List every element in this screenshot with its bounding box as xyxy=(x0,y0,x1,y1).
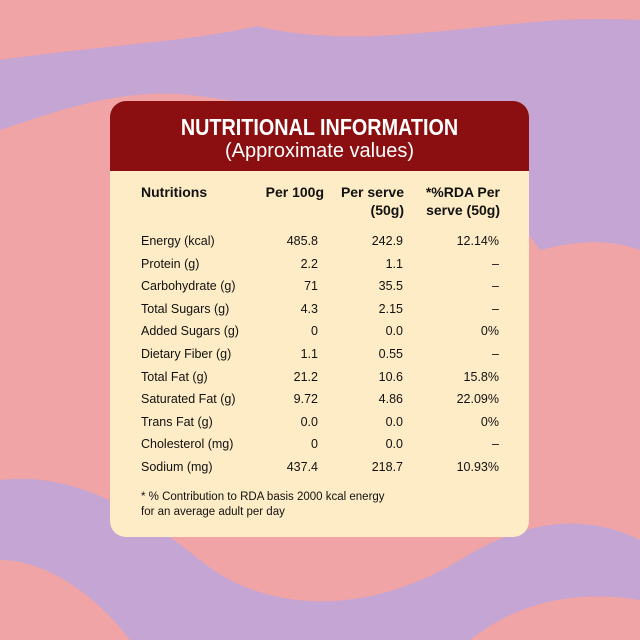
table-row: Saturated Fat (g) 9.72 4.86 22.09% xyxy=(110,390,529,413)
row-rda: – xyxy=(492,279,499,294)
row-per-serve: 0.0 xyxy=(385,324,403,339)
row-per-serve: 0.55 xyxy=(378,346,403,361)
table-row: Trans Fat (g) 0.0 0.0 0% xyxy=(110,413,529,436)
row-rda: – xyxy=(492,256,499,271)
table-row: Total Sugars (g) 4.3 2.15 – xyxy=(110,300,529,323)
row-per-100g: 2.2 xyxy=(300,256,318,271)
row-per-serve: 242.9 xyxy=(371,234,403,248)
row-rda: – xyxy=(492,346,499,361)
card-title: NUTRITIONAL INFORMATION xyxy=(180,114,459,140)
row-per-serve: 218.7 xyxy=(371,459,403,474)
row-rda: 0% xyxy=(480,414,499,429)
background-pink-wave-top xyxy=(0,0,330,60)
nutrition-rows: Energy (kcal) 485.8 242.9 12.14% Protein (g… xyxy=(110,232,529,481)
footnote-line-1: * % Contribution to RDA basis 2000 kcal … xyxy=(141,491,385,503)
row-per-serve: 4.86 xyxy=(378,392,403,407)
nutrition-card: NUTRITIONAL INFORMATION (Approximate val… xyxy=(110,101,529,537)
row-per-100g: 0 xyxy=(311,437,318,452)
background-pink-wave-bottom-right xyxy=(470,596,640,640)
row-rda: 10.93% xyxy=(456,459,499,474)
row-rda: 22.09% xyxy=(456,392,499,407)
row-name: Sodium (mg) xyxy=(141,459,213,474)
rda-footnote: * % Contribution to RDA basis 2000 kcal … xyxy=(141,490,471,520)
table-row: Carbohydrate (g) 71 35.5 – xyxy=(110,277,529,300)
row-name: Saturated Fat (g) xyxy=(141,392,236,407)
card-header: NUTRITIONAL INFORMATION (Approximate val… xyxy=(110,101,529,171)
row-rda: – xyxy=(492,301,499,316)
row-name: Energy (kcal) xyxy=(141,234,215,248)
table-row: Protein (g) 2.2 1.1 – xyxy=(110,255,529,278)
table-row: Energy (kcal) 485.8 242.9 12.14% xyxy=(110,232,529,255)
table-row: Cholesterol (mg) 0 0.0 – xyxy=(110,435,529,458)
row-per-100g: 9.72 xyxy=(293,392,318,407)
card-subtitle: (Approximate values) xyxy=(225,140,414,162)
row-rda: – xyxy=(492,437,499,452)
row-per-100g: 4.3 xyxy=(300,301,318,316)
row-per-serve: 35.5 xyxy=(378,279,403,294)
row-name: Total Fat (g) xyxy=(141,369,208,384)
row-name: Added Sugars (g) xyxy=(141,324,239,339)
row-per-100g: 21.2 xyxy=(293,369,318,384)
row-per-serve: 10.6 xyxy=(378,369,403,384)
row-per-serve: 2.15 xyxy=(378,301,403,316)
table-row: Added Sugars (g) 0 0.0 0% xyxy=(110,322,529,345)
footnote-line-2: for an average adult per day xyxy=(141,506,285,518)
row-per-100g: 485.8 xyxy=(286,234,318,248)
row-per-100g: 71 xyxy=(304,279,318,294)
column-header-rda: *%RDA Per serve (50g) xyxy=(425,184,500,218)
column-header-nutritions: Nutritions xyxy=(141,184,208,200)
row-name: Cholesterol (mg) xyxy=(141,437,234,452)
row-rda: 15.8% xyxy=(463,369,499,384)
row-name: Total Sugars (g) xyxy=(141,301,230,316)
row-name: Carbohydrate (g) xyxy=(141,279,236,294)
column-header-per-serve: Per serve (50g) xyxy=(340,184,404,218)
table-row: Dietary Fiber (g) 1.1 0.55 – xyxy=(110,345,529,368)
background-pink-wave-bottom xyxy=(0,560,130,640)
row-rda: 12.14% xyxy=(456,234,499,248)
row-per-serve: 1.1 xyxy=(385,256,403,271)
row-per-100g: 437.4 xyxy=(286,459,318,474)
row-per-serve: 0.0 xyxy=(385,437,403,452)
row-per-100g: 0 xyxy=(311,324,318,339)
row-per-100g: 0.0 xyxy=(300,414,318,429)
row-name: Protein (g) xyxy=(141,256,200,271)
row-per-serve: 0.0 xyxy=(385,414,403,429)
table-row: Sodium (mg) 437.4 218.7 10.93% xyxy=(110,458,529,481)
background-lavender-wave-bottom xyxy=(0,478,640,640)
row-rda: 0% xyxy=(480,324,499,339)
row-per-100g: 1.1 xyxy=(300,346,318,361)
row-name: Trans Fat (g) xyxy=(141,414,213,429)
table-row: Total Fat (g) 21.2 10.6 15.8% xyxy=(110,368,529,391)
column-header-per-100g: Per 100g xyxy=(265,184,324,200)
row-name: Dietary Fiber (g) xyxy=(141,346,232,361)
